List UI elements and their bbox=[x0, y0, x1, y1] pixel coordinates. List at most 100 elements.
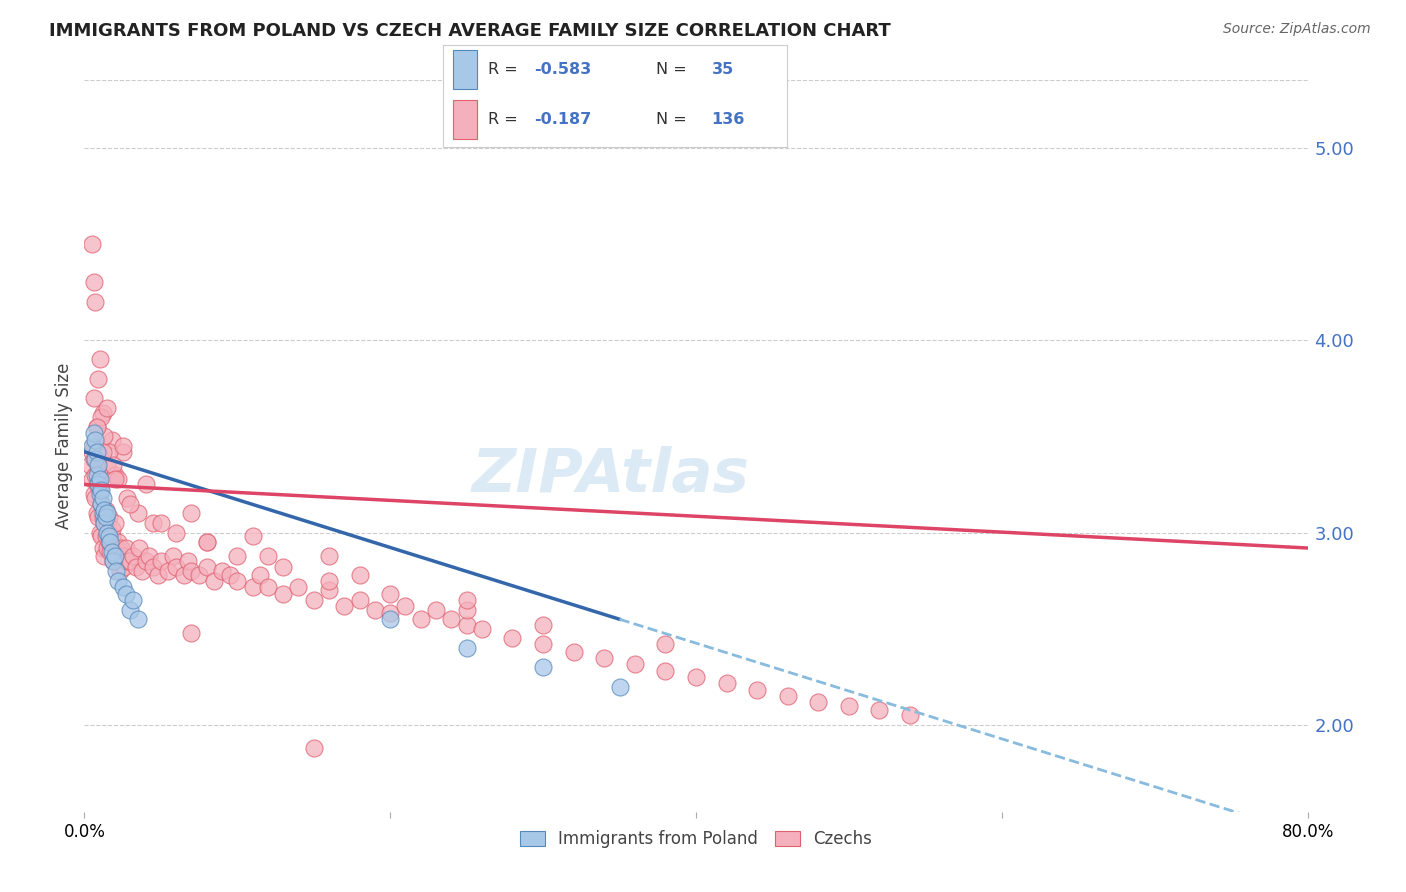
Point bbox=[89, 525, 111, 540]
Legend: Immigrants from Poland, Czechs: Immigrants from Poland, Czechs bbox=[513, 823, 879, 855]
Point bbox=[91, 406, 114, 420]
Point bbox=[94, 529, 117, 543]
Point bbox=[869, 703, 891, 717]
Point bbox=[531, 660, 554, 674]
Point bbox=[114, 587, 136, 601]
Point bbox=[91, 507, 114, 521]
Point bbox=[104, 549, 127, 563]
Point bbox=[149, 554, 172, 568]
Point bbox=[211, 564, 233, 578]
Point bbox=[101, 522, 124, 536]
Point bbox=[685, 670, 707, 684]
Point bbox=[86, 419, 108, 434]
Point bbox=[83, 452, 105, 467]
Point bbox=[135, 477, 157, 491]
Text: N =: N = bbox=[657, 112, 692, 127]
Point bbox=[333, 599, 356, 613]
Point bbox=[716, 675, 738, 690]
Point bbox=[104, 472, 127, 486]
Point bbox=[97, 444, 120, 458]
Point bbox=[149, 516, 172, 530]
Point bbox=[318, 574, 340, 588]
Point bbox=[120, 497, 142, 511]
FancyBboxPatch shape bbox=[453, 50, 478, 88]
Point bbox=[94, 510, 117, 524]
Point bbox=[87, 477, 110, 491]
Point bbox=[98, 535, 121, 549]
Point bbox=[165, 525, 187, 540]
Point bbox=[83, 487, 105, 501]
Point bbox=[89, 472, 111, 486]
Point bbox=[115, 554, 138, 568]
Text: -0.583: -0.583 bbox=[534, 62, 592, 77]
Point bbox=[115, 491, 138, 505]
Text: N =: N = bbox=[657, 62, 692, 77]
Point bbox=[440, 612, 463, 626]
Point bbox=[271, 587, 294, 601]
Point bbox=[84, 491, 107, 505]
Point bbox=[90, 497, 112, 511]
Point bbox=[104, 516, 127, 530]
Point bbox=[84, 452, 107, 467]
Point bbox=[93, 502, 115, 516]
Point bbox=[165, 560, 187, 574]
Point bbox=[257, 580, 280, 594]
Point bbox=[86, 507, 108, 521]
Point bbox=[409, 612, 432, 626]
Point bbox=[103, 554, 125, 568]
Point bbox=[90, 410, 112, 425]
Point bbox=[898, 708, 921, 723]
Point bbox=[89, 352, 111, 367]
Point bbox=[84, 467, 107, 482]
Point bbox=[84, 434, 107, 448]
Point bbox=[128, 541, 150, 555]
Point bbox=[87, 464, 110, 478]
Point bbox=[624, 657, 647, 671]
Point bbox=[302, 741, 325, 756]
Point bbox=[105, 564, 128, 578]
Point bbox=[425, 602, 447, 616]
Point bbox=[107, 472, 129, 486]
Point bbox=[249, 568, 271, 582]
Point bbox=[195, 560, 218, 574]
Point bbox=[107, 535, 129, 549]
Point bbox=[104, 541, 127, 555]
Point bbox=[80, 439, 103, 453]
Text: R =: R = bbox=[488, 62, 523, 77]
Point bbox=[531, 618, 554, 632]
Point bbox=[318, 549, 340, 563]
Point bbox=[104, 467, 127, 482]
Point bbox=[90, 529, 112, 543]
Text: -0.187: -0.187 bbox=[534, 112, 592, 127]
Point bbox=[96, 507, 118, 521]
Point bbox=[349, 593, 371, 607]
Point bbox=[86, 477, 108, 491]
Point bbox=[380, 587, 402, 601]
Point bbox=[180, 564, 202, 578]
Point bbox=[111, 444, 134, 458]
Point bbox=[593, 650, 616, 665]
Point bbox=[242, 580, 264, 594]
Point bbox=[287, 580, 309, 594]
Point bbox=[83, 391, 105, 405]
Point bbox=[131, 564, 153, 578]
Point bbox=[242, 529, 264, 543]
Point bbox=[96, 516, 118, 530]
Point bbox=[146, 568, 169, 582]
Point bbox=[380, 607, 402, 621]
Point bbox=[456, 602, 478, 616]
Point bbox=[91, 444, 114, 458]
Point bbox=[318, 583, 340, 598]
Point bbox=[135, 554, 157, 568]
Point bbox=[97, 510, 120, 524]
Point bbox=[111, 549, 134, 563]
Point bbox=[609, 680, 631, 694]
Point bbox=[157, 564, 180, 578]
Point bbox=[162, 549, 184, 563]
Point bbox=[122, 593, 145, 607]
Point bbox=[138, 549, 160, 563]
Point bbox=[83, 276, 105, 290]
Point bbox=[195, 535, 218, 549]
Point bbox=[96, 541, 118, 555]
Point bbox=[456, 641, 478, 656]
